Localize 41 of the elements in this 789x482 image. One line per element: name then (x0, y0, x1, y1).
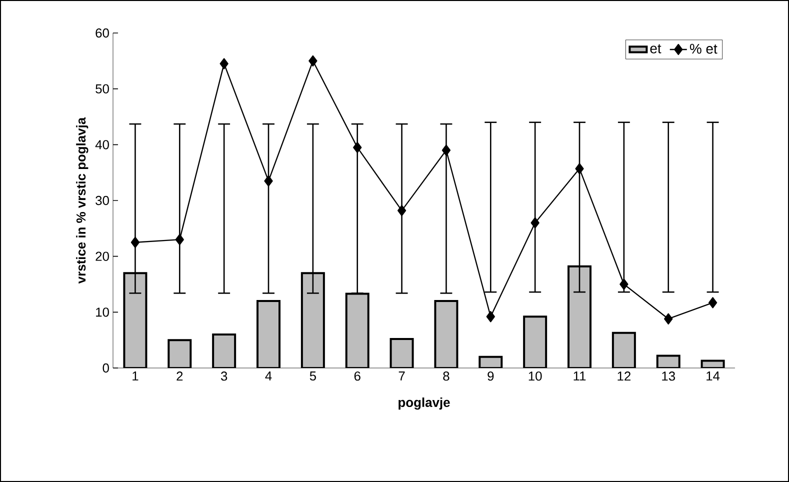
x-tick-label: 7 (398, 372, 405, 380)
x-tick-label: 4 (265, 372, 272, 380)
point (708, 297, 718, 308)
point (664, 313, 673, 324)
x-tick-label: 2 (176, 372, 183, 381)
point (397, 204, 406, 216)
point (575, 163, 584, 174)
x-tick-label: 3 (220, 372, 228, 381)
point (175, 234, 184, 246)
x-tick-label: 1 (132, 372, 138, 380)
x-tick-label: 9 (488, 372, 494, 381)
x-tick-label: 12 (618, 372, 630, 381)
point (308, 55, 318, 66)
legend-label: % et (690, 44, 718, 54)
y-tick-label: 50 (96, 84, 109, 94)
y-tick-label: 10 (96, 308, 109, 317)
x-tick-label: 8 (443, 372, 450, 381)
x-tick-label: 6 (354, 372, 360, 381)
y-tick-label: 20 (96, 252, 109, 261)
y-tick-label: 40 (95, 140, 109, 150)
bar (300, 272, 325, 368)
y-axis-title: vrstice in % vrstic poglavja (76, 117, 88, 284)
x-tick-label: 11 (574, 372, 586, 380)
point (220, 58, 228, 70)
x-axis-title: poglavje (398, 397, 450, 410)
y-tick-label: 30 (96, 196, 109, 206)
point (486, 311, 495, 322)
x-tick-label: 13 (662, 372, 675, 381)
x-tick-label: 5 (310, 372, 316, 381)
bar (123, 272, 148, 368)
x-tick-label: 10 (528, 372, 542, 381)
point (264, 175, 273, 187)
legend-label: et (650, 44, 662, 54)
x-tick-label: 14 (706, 372, 720, 380)
point (442, 144, 451, 156)
y-tick-label: 60 (96, 28, 109, 38)
point (353, 142, 362, 154)
point (130, 236, 140, 248)
point (530, 217, 540, 228)
point (620, 278, 628, 290)
y-tick-label: 0 (102, 363, 109, 373)
